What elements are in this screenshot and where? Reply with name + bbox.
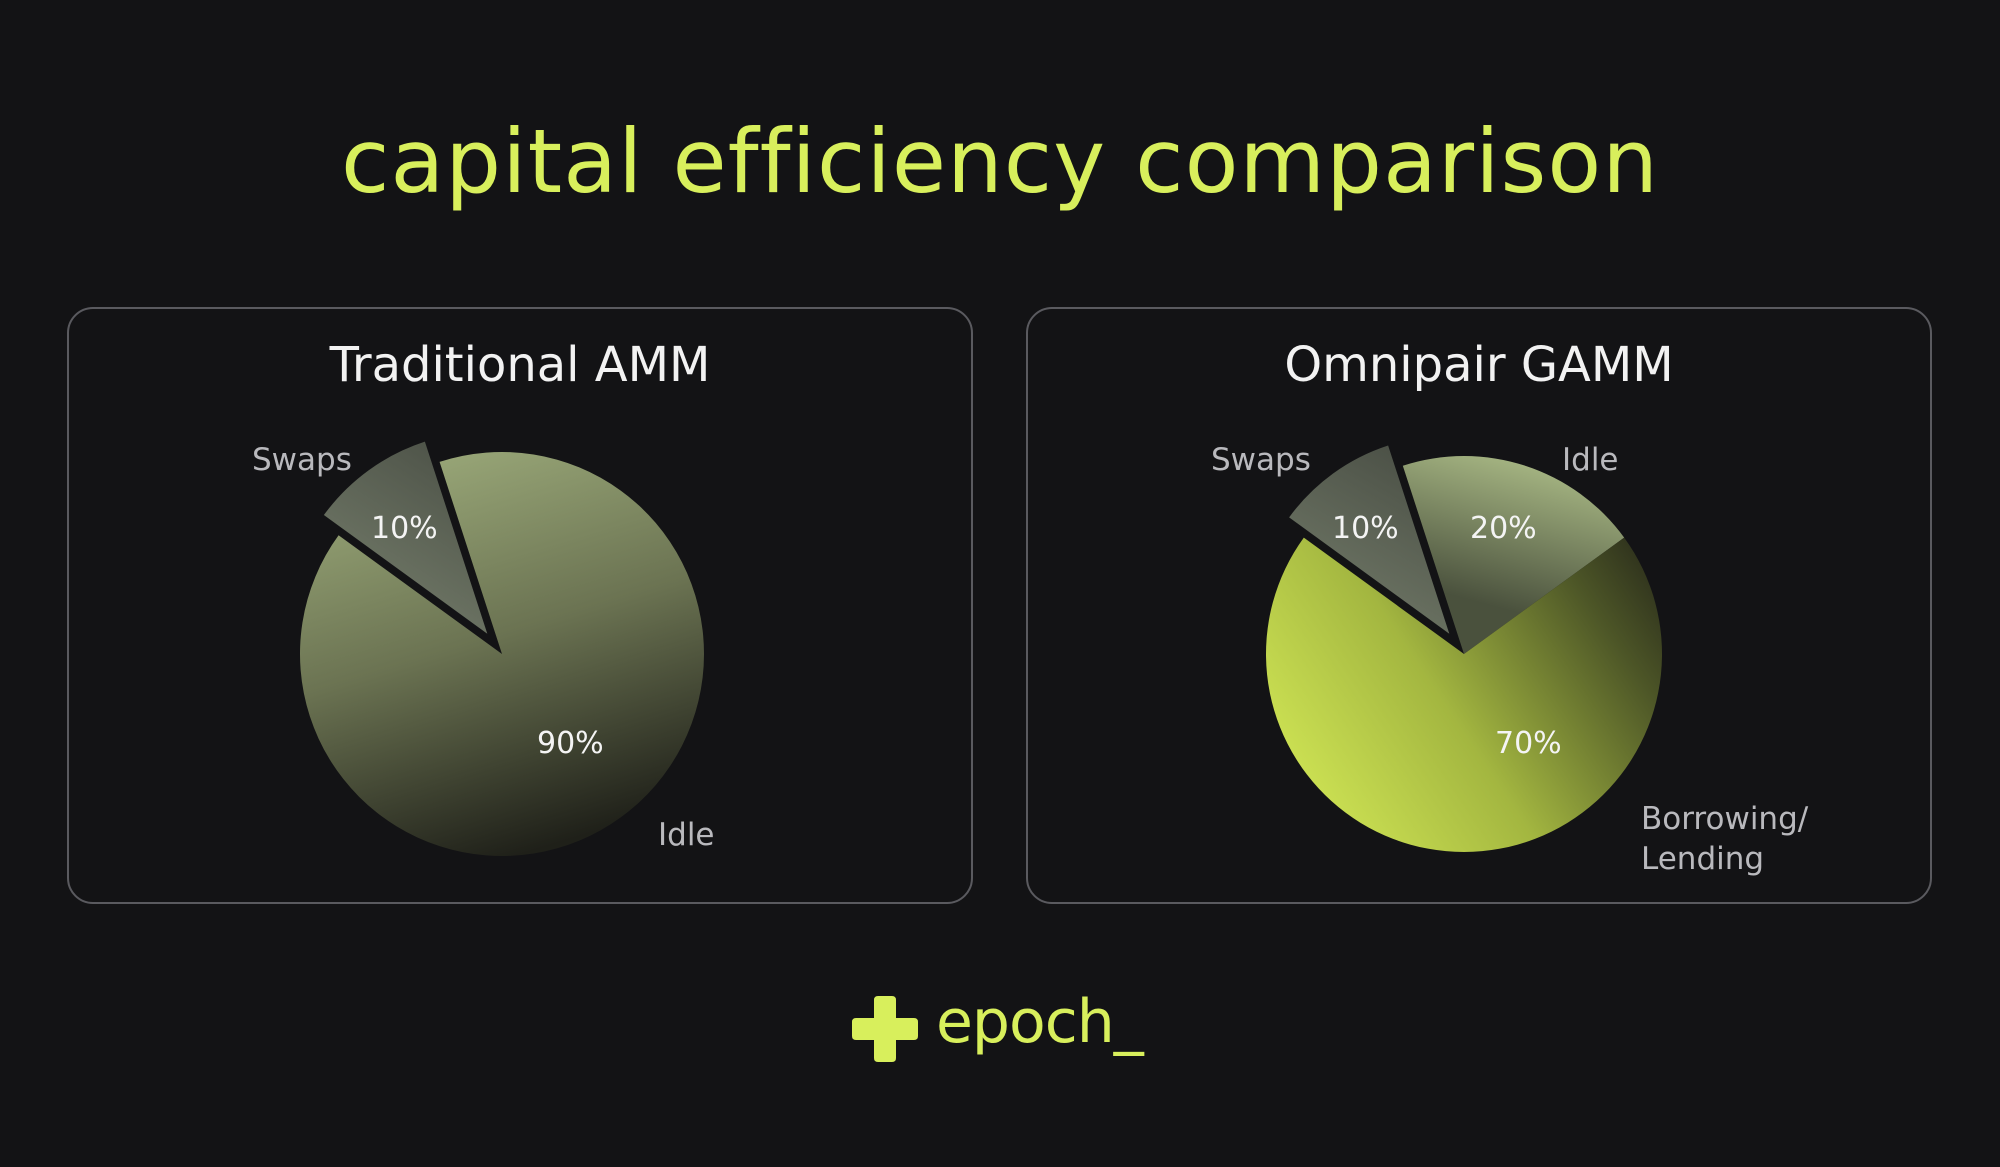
slice-value-label: 90% <box>537 726 604 761</box>
epoch-logo: epoch_ <box>852 987 1172 1072</box>
pie-slice-borrowing-lending <box>1266 537 1662 852</box>
pie-slice-swaps <box>323 441 488 634</box>
pie-chart-omnipair-gamm: 10% Swaps 20% Idle 70% Borrowing/Lending <box>1211 442 1809 877</box>
pie-slice-idle <box>1402 456 1625 654</box>
chart-title: Omnipair GAMM <box>1284 337 1674 393</box>
chart-panel-omnipair-gamm: Omnipair GAMM 10% Swaps 20% Idle 70% Borrowin… <box>1026 307 1932 904</box>
pie-slice-idle <box>300 452 704 856</box>
chart-title: Traditional AMM <box>329 337 711 393</box>
pie-slice-swaps <box>1289 445 1450 634</box>
slice-category-label: Borrowing/Lending <box>1641 801 1809 877</box>
plus-cross-icon <box>852 996 918 1062</box>
slice-value-label: 20% <box>1470 511 1537 546</box>
slice-value-label: 70% <box>1495 726 1562 761</box>
slice-value-label: 10% <box>1332 511 1399 546</box>
brand-name: epoch_ <box>936 987 1144 1057</box>
slice-category-label: Swaps <box>252 442 352 478</box>
slice-category-label: Swaps <box>1211 442 1311 478</box>
chart-panel-traditional-amm: Traditional AMM 10% Swaps 90% Idle <box>67 307 973 904</box>
slice-category-label: Idle <box>1562 442 1619 478</box>
slice-value-label: 10% <box>371 511 438 546</box>
slice-category-label: Idle <box>658 817 715 853</box>
pie-chart-traditional-amm: 10% Swaps 90% Idle <box>252 441 715 856</box>
page-title: capital efficiency comparison <box>340 110 1660 213</box>
